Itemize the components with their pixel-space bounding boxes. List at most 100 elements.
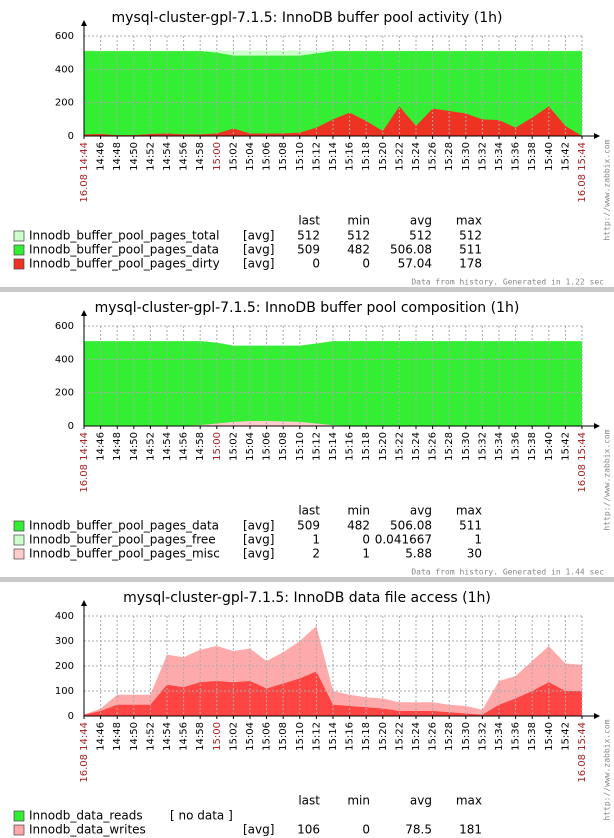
y-tick-label: 0 (68, 711, 74, 722)
x-tick-label: 15:26 (428, 432, 439, 461)
legend-swatch (13, 824, 25, 836)
x-tick-label: 16.08 15:44 (577, 722, 588, 783)
legend-stat: 482 (347, 243, 370, 257)
x-tick-label: 15:04 (245, 722, 256, 751)
legend-stat: 181 (459, 823, 482, 837)
y-tick-label: 200 (55, 661, 74, 672)
legend-stat: 1 (312, 533, 320, 547)
y-tick-label: 600 (55, 31, 74, 42)
legend-stat: 0 (362, 257, 370, 271)
legend-function: [avg] (243, 519, 274, 533)
area (84, 421, 582, 426)
y-tick-label: 0 (68, 131, 74, 142)
x-tick-label: 15:14 (328, 722, 339, 751)
x-tick-label: 15:20 (378, 722, 389, 751)
x-tick-label: 15:22 (394, 142, 405, 171)
x-tick-label: 15:24 (411, 142, 422, 171)
x-tick-label: 15:34 (494, 722, 505, 751)
legend-name: Innodb_buffer_pool_pages_free (29, 533, 216, 547)
x-tick-label: 14:52 (145, 432, 156, 461)
legend-header: last (298, 504, 320, 518)
x-tick-label: 15:38 (527, 142, 538, 171)
x-tick-label: 15:06 (262, 722, 273, 751)
watermark: http://www.zabbix.com (603, 719, 612, 820)
legend-function: [avg] (243, 257, 274, 271)
legend-swatch (13, 520, 25, 532)
x-tick-label: 15:42 (560, 432, 571, 461)
x-tick-label: 15:02 (228, 722, 239, 751)
legend-stat: 506.08 (390, 519, 432, 533)
legend-name: Innodb_data_reads (29, 809, 143, 823)
x-tick-label: 15:32 (477, 432, 488, 461)
axis-arrow (594, 423, 600, 429)
x-tick-label: 15:26 (428, 722, 439, 751)
legend-stat: 512 (297, 229, 320, 243)
legend-function: [avg] (243, 823, 274, 837)
legend-function: [avg] (243, 229, 274, 243)
x-tick-label: 15:20 (378, 432, 389, 461)
x-tick-label: 15:02 (228, 142, 239, 171)
legend-header: last (298, 214, 320, 228)
legend-stat: 0 (362, 823, 370, 837)
x-tick-label: 16.08 15:44 (577, 142, 588, 203)
x-tick-label: 15:30 (461, 722, 472, 751)
legend-stat: 5.88 (405, 547, 432, 561)
x-tick-label: 15:34 (494, 142, 505, 171)
x-tick-label: 14:54 (162, 432, 173, 461)
y-tick-label: 200 (55, 388, 74, 399)
legend-header: min (347, 504, 370, 518)
x-tick-label: 15:30 (461, 432, 472, 461)
x-tick-label: 14:46 (96, 142, 107, 171)
legend-name: Innodb_buffer_pool_pages_dirty (29, 257, 220, 271)
x-tick-label: 15:42 (560, 722, 571, 751)
x-tick-label: 16.08 14:44 (79, 432, 90, 493)
legend-stat: 178 (459, 257, 482, 271)
x-tick-label: 16.08 14:44 (79, 722, 90, 783)
legend-stat: 106 (297, 823, 320, 837)
legend-name: Innodb_buffer_pool_pages_data (29, 519, 219, 533)
legend-swatch (13, 534, 25, 546)
legend-header: max (456, 214, 482, 228)
legend-stat: 511 (459, 519, 482, 533)
legend-function: [avg] (243, 533, 274, 547)
legend-stat: 512 (409, 229, 432, 243)
y-tick-label: 600 (55, 321, 74, 332)
legend-function: [avg] (243, 243, 274, 257)
x-tick-label: 15:34 (494, 432, 505, 461)
axis-arrow (81, 310, 87, 316)
x-tick-label: 14:56 (179, 142, 190, 171)
legend-stat: 511 (459, 243, 482, 257)
x-tick-label: 15:12 (311, 722, 322, 751)
y-tick-label: 200 (55, 98, 74, 109)
y-tick-label: 300 (55, 636, 74, 647)
x-tick-label: 15:38 (527, 722, 538, 751)
x-tick-label: 15:16 (345, 142, 356, 171)
x-tick-label: 14:50 (129, 432, 140, 461)
x-tick-label: 15:00 (212, 432, 223, 461)
x-tick-label: 14:48 (112, 432, 123, 461)
x-tick-label: 15:24 (411, 722, 422, 751)
y-tick-label: 100 (55, 686, 74, 697)
x-tick-label: 15:22 (394, 432, 405, 461)
x-tick-label: 15:36 (511, 142, 522, 171)
panel-separator (0, 577, 614, 582)
chart-title: mysql-cluster-gpl-7.1.5: InnoDB buffer p… (95, 300, 520, 316)
x-tick-label: 14:46 (96, 432, 107, 461)
y-tick-label: 400 (55, 354, 74, 365)
x-tick-label: 15:04 (245, 432, 256, 461)
x-tick-label: 15:24 (411, 432, 422, 461)
x-tick-label: 14:48 (112, 722, 123, 751)
legend-stat: 78.5 (405, 823, 432, 837)
x-tick-label: 15:12 (311, 142, 322, 171)
legend-header: max (456, 504, 482, 518)
x-tick-label: 15:02 (228, 432, 239, 461)
x-tick-label: 15:32 (477, 142, 488, 171)
x-tick-label: 14:52 (145, 722, 156, 751)
x-tick-label: 15:18 (361, 722, 372, 751)
x-tick-label: 14:54 (162, 722, 173, 751)
x-tick-label: 15:32 (477, 722, 488, 751)
x-tick-label: 15:12 (311, 432, 322, 461)
legend-header: min (347, 794, 370, 808)
axis-arrow (81, 20, 87, 26)
